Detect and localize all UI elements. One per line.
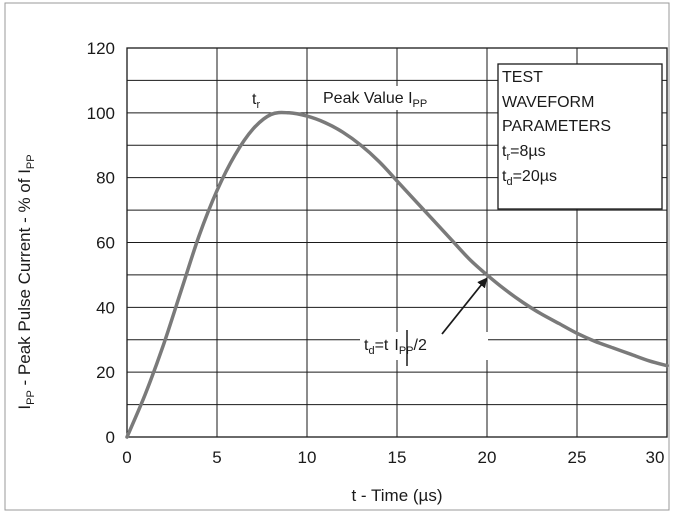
x-tick-label: 30 [646, 448, 665, 467]
td-s3: PP [399, 345, 414, 357]
params-tr-value: =8µs [510, 143, 545, 160]
y-tick-label: 60 [96, 234, 115, 253]
params-td-sub: d [506, 176, 512, 188]
peak-main: Peak Value I [323, 90, 413, 107]
y-axis-title: IPP - Peak Pulse Current - % of IPP [15, 154, 37, 409]
ylabel-d: PP [25, 154, 37, 169]
params-tr-sub: r [506, 151, 510, 163]
params-line-waveform: WAVEFORM [502, 94, 594, 111]
td-t1: t [364, 337, 369, 354]
x-tick-label: 5 [212, 448, 221, 467]
svg-text:td=20µs: td=20µs [502, 168, 557, 188]
y-tick-label: 20 [96, 363, 115, 382]
td-t3: I [394, 337, 398, 354]
figure-frame [4, 2, 670, 511]
params-td-main: t [502, 168, 507, 185]
parameters-box: TEST WAVEFORM PARAMETERS tr=8µs td=20µs [497, 63, 663, 210]
td-annotation: td=t IPP/2 [364, 337, 427, 357]
tr-main: t [252, 91, 257, 108]
td-arrow [441, 277, 488, 335]
y-tick-label: 40 [96, 298, 115, 317]
x-tick-label: 25 [568, 448, 587, 467]
peak-sub: PP [413, 98, 428, 110]
ylabel-a: I [15, 405, 34, 410]
x-axis-title: t - Time (µs) [351, 486, 442, 505]
tr-sub: r [256, 99, 260, 111]
plot-frame [126, 47, 668, 438]
td-label-bg [360, 332, 488, 360]
tr-annotation: tr [252, 91, 260, 111]
params-td-value: =20µs [513, 168, 557, 185]
x-tick-label: 10 [298, 448, 317, 467]
y-tick-label: 0 [106, 428, 115, 447]
y-tick-label: 80 [96, 169, 115, 188]
tick-labels: 0 20 40 60 80 100 120 0 5 10 15 20 25 30 [87, 39, 665, 467]
y-tick-label: 100 [87, 104, 115, 123]
svg-text:TEST: TEST [502, 69, 543, 86]
svg-text:tr=8µs: tr=8µs [502, 143, 546, 163]
td-t4: /2 [414, 337, 427, 354]
parameters-box-frame [497, 63, 663, 210]
y-tick-label: 120 [87, 39, 115, 58]
params-tr-main: t [502, 143, 507, 160]
x-tick-label: 20 [478, 448, 497, 467]
params-line-test: TEST [502, 69, 543, 86]
peak-label-bg [320, 86, 460, 110]
svg-text:PARAMETERS: PARAMETERS [502, 118, 611, 135]
x-tick-label: 15 [388, 448, 407, 467]
td-s1: d [368, 345, 374, 357]
peak-annotation: Peak Value IPP [323, 90, 427, 110]
ylabel-c: - Peak Pulse Current - % of I [15, 169, 34, 390]
params-line-parameters: PARAMETERS [502, 118, 611, 135]
td-t2: =t [375, 337, 389, 354]
pulse-curve [125, 110, 669, 439]
svg-text:WAVEFORM: WAVEFORM [502, 94, 594, 111]
x-tick-label: 0 [122, 448, 131, 467]
ylabel-b: PP [25, 390, 37, 405]
